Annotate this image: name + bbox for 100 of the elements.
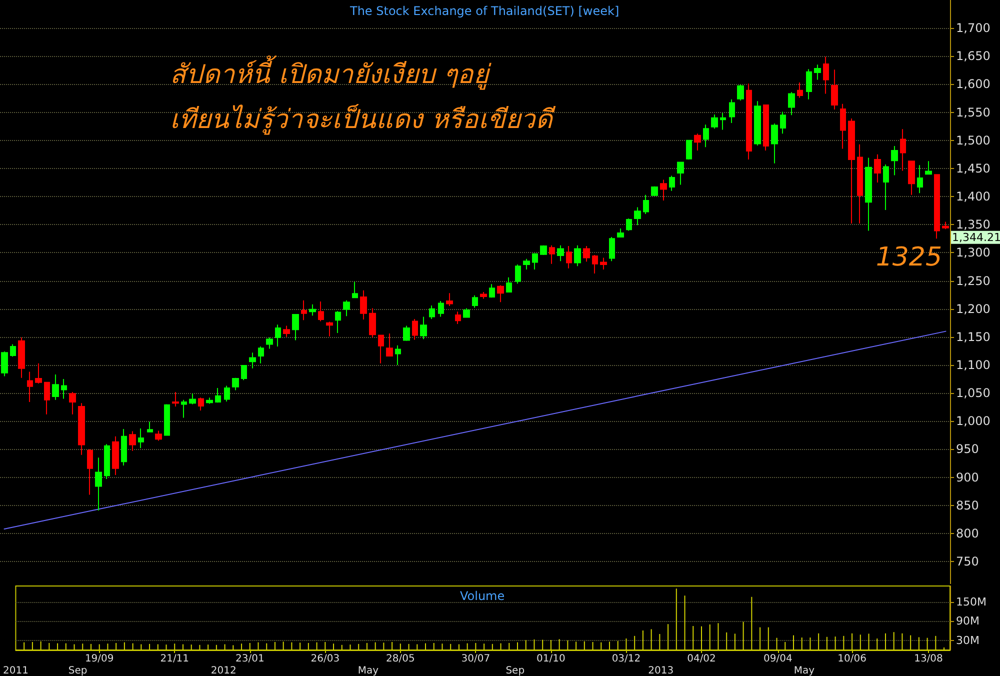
- candlestick: [343, 300, 350, 317]
- candlestick: [224, 385, 230, 402]
- candlestick: [840, 103, 846, 150]
- candlestick: [669, 175, 675, 192]
- candlestick: [651, 186, 658, 196]
- x-tick-label: 04/02: [687, 654, 716, 664]
- candlestick: [446, 292, 453, 307]
- candlestick: [292, 314, 299, 341]
- candlestick: [694, 133, 701, 151]
- candlestick: [232, 377, 239, 391]
- candlestick: [1, 351, 8, 377]
- candlestick: [643, 194, 649, 214]
- candlestick: [78, 402, 85, 456]
- candlestick: [104, 444, 110, 480]
- x-tick-label: 26/03: [310, 654, 340, 664]
- x-tick-label: 30/07: [461, 654, 490, 664]
- candlestick: [780, 111, 786, 134]
- candlestick: [181, 399, 187, 418]
- x2-tick-label: Sep: [68, 666, 88, 676]
- candlestick: [206, 397, 213, 404]
- y-tick-label: 750: [956, 554, 979, 569]
- candlestick: [574, 244, 581, 267]
- candlestick: [515, 264, 521, 284]
- x2-tick-label: May: [794, 666, 815, 676]
- candlestick: [557, 244, 564, 262]
- x2-tick-label: 2011: [3, 666, 28, 676]
- chart-title: The Stock Exchange of Thailand(SET) [week]: [349, 4, 620, 18]
- candlestick: [455, 311, 461, 325]
- candlestick: [95, 457, 102, 511]
- candlestick: [831, 69, 838, 110]
- candlestick: [138, 428, 144, 449]
- candlestick: [472, 294, 478, 308]
- candlestick: [283, 325, 290, 338]
- candlestick: [112, 436, 119, 476]
- candlestick: [326, 321, 333, 337]
- text: 1,344.21: [952, 230, 1000, 244]
- candlestick: [540, 244, 547, 256]
- y-tick-label: 1,550: [956, 105, 990, 120]
- y-tick-label: 1,400: [956, 190, 990, 204]
- y-tick-label: 1,200: [956, 302, 990, 316]
- candlestick: [891, 146, 898, 176]
- candlestick: [600, 257, 607, 270]
- candlestick: [189, 393, 196, 405]
- candlestick: [172, 391, 179, 408]
- candlestick: [497, 284, 504, 303]
- y-tick-label: 1,500: [956, 133, 990, 148]
- candlestick: [883, 164, 889, 211]
- candlestick: [412, 318, 418, 340]
- x-tick-label: 19/09: [84, 654, 114, 664]
- x-tick-label: 03/12: [612, 654, 641, 664]
- x-tick-label: 01/10: [536, 654, 566, 664]
- y-tick-label: 800: [956, 526, 979, 540]
- candlestick: [215, 388, 221, 404]
- candlestick: [489, 284, 495, 298]
- candlestick: [609, 236, 615, 262]
- annotation: เทียนไม่รู้ว่าจะเป็นแดง หรือเขียวดี: [170, 103, 556, 135]
- candlestick: [275, 324, 281, 347]
- x-tick-label: 28/05: [386, 654, 415, 664]
- x-tick-label: 10/06: [838, 654, 866, 664]
- candlestick: [634, 206, 641, 226]
- candlestick: [771, 123, 778, 164]
- candlestick: [198, 397, 204, 411]
- candlestick: [942, 221, 949, 230]
- y-tick-label: 150M: [956, 596, 986, 608]
- candlestick: [360, 290, 367, 320]
- candlestick: [241, 364, 247, 381]
- x2-tick-label: Sep: [506, 666, 525, 676]
- candlestick: [27, 371, 33, 403]
- candlestick: [258, 346, 264, 364]
- candlestick: [566, 245, 572, 269]
- candlestick: [823, 56, 829, 94]
- candlestick: [429, 304, 435, 320]
- candlestick: [917, 164, 923, 194]
- candlestick: [703, 124, 709, 148]
- candlestick: [52, 374, 59, 400]
- candlestick: [386, 333, 393, 357]
- candlestick: [660, 179, 667, 201]
- y-tick-label: 1,350: [956, 218, 990, 232]
- candlestick: [147, 421, 153, 432]
- y-tick-label: 1,050: [956, 386, 990, 400]
- y-tick-label: 950: [956, 442, 979, 456]
- candlestick: [626, 218, 632, 232]
- candlestick: [592, 254, 598, 274]
- candlestick: [908, 160, 915, 196]
- candlestick: [729, 98, 735, 124]
- candlestick: [420, 316, 427, 340]
- candlestick: [69, 391, 76, 415]
- candlestick: [788, 92, 795, 116]
- candlestick: [677, 161, 684, 186]
- candlestick: [746, 83, 752, 160]
- x-tick-label: 09/04: [764, 654, 792, 664]
- candlestick: [309, 304, 316, 316]
- candlestick: [857, 144, 863, 224]
- candlestick: [10, 344, 16, 358]
- annotation: สัปดาห์นี้ เปิดมายังเงียบ ๆอยู่: [170, 55, 492, 90]
- y-tick-label: 1,000: [956, 414, 990, 428]
- y-tick-label: 90M: [956, 614, 980, 628]
- y-tick-label: 30M: [956, 634, 980, 647]
- candlestick: [737, 84, 744, 102]
- candlestick: [61, 378, 67, 400]
